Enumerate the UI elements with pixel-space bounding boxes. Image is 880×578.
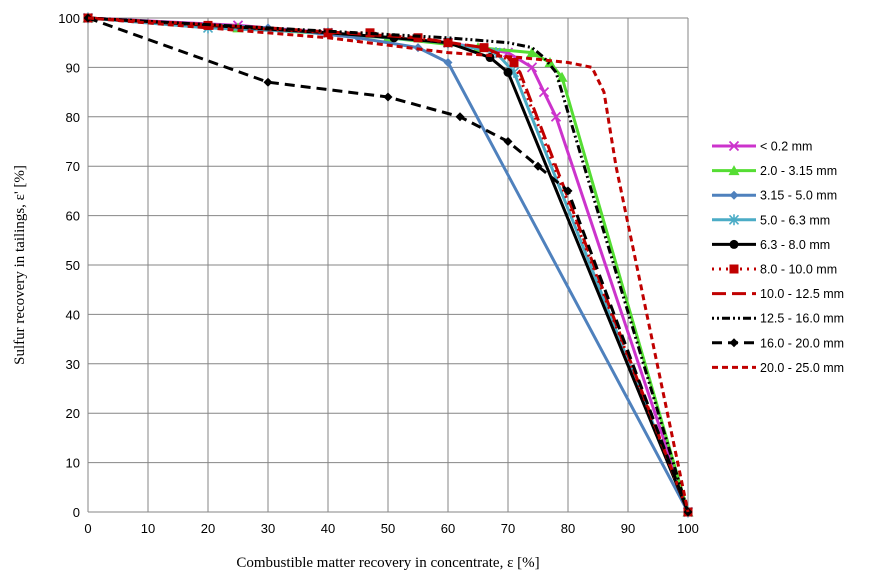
legend: < 0.2 mm 2.0 - 3.15 mm 3.15 - 5.0 mm 5.0 - …: [712, 140, 844, 375]
x-tick-label: 10: [141, 521, 155, 536]
x-tick-labels: 0 10 20 30 40 50 60 70 80 90 100: [84, 521, 698, 536]
legend-label: 16.0 - 20.0 mm: [760, 336, 844, 350]
legend-item: < 0.2 mm: [712, 140, 812, 154]
legend-item: 20.0 - 25.0 mm: [712, 361, 844, 375]
data-point-marker: [509, 57, 519, 67]
data-point-marker: [538, 86, 550, 98]
legend-label: < 0.2 mm: [760, 140, 812, 154]
x-tick-label: 100: [677, 521, 699, 536]
y-tick-label: 100: [58, 11, 80, 26]
data-point-marker: [503, 67, 513, 77]
y-tick-label: 40: [66, 307, 80, 322]
y-axis-title: Sulfur recovery in tailings, ε' [%]: [12, 165, 28, 365]
legend-label: 20.0 - 25.0 mm: [760, 361, 844, 375]
data-point-marker: [526, 47, 538, 58]
y-tick-labels: 0 10 20 30 40 50 60 70 80 90 100: [58, 11, 80, 520]
legend-label: 8.0 - 10.0 mm: [760, 263, 837, 277]
data-point-marker: [263, 77, 273, 87]
data-point-marker: [443, 57, 453, 67]
x-axis-title: Combustible matter recovery in concentra…: [236, 555, 539, 571]
x-tick-label: 30: [261, 521, 275, 536]
data-point-marker: [563, 186, 573, 196]
data-point-marker: [728, 214, 740, 226]
y-tick-label: 60: [66, 209, 80, 224]
legend-label: 5.0 - 6.3 mm: [760, 213, 830, 227]
series-8: [83, 13, 693, 517]
x-tick-label: 40: [321, 521, 335, 536]
y-tick-label: 30: [66, 357, 80, 372]
axes: [87, 18, 688, 513]
legend-item: 2.0 - 3.15 mm: [712, 164, 837, 178]
y-tick-label: 0: [73, 505, 80, 520]
y-tick-label: 80: [66, 110, 80, 125]
legend-item: 12.5 - 16.0 mm: [712, 312, 844, 326]
legend-item: 3.15 - 5.0 mm: [712, 189, 837, 203]
legend-label: 2.0 - 3.15 mm: [760, 164, 837, 178]
series-line: [87, 16, 690, 513]
legend-item: 10.0 - 12.5 mm: [712, 287, 844, 301]
data-point-marker: [729, 264, 739, 274]
data-point-marker: [729, 190, 739, 200]
series: [82, 12, 694, 518]
y-tick-label: 20: [66, 406, 80, 421]
x-tick-label: 70: [501, 521, 515, 536]
data-point-marker: [455, 112, 465, 122]
x-tick-label: 80: [561, 521, 575, 536]
data-point-marker: [556, 71, 568, 82]
series-line: [87, 16, 690, 513]
series-line: [87, 16, 690, 513]
data-point-marker: [533, 161, 543, 171]
data-point-marker: [503, 137, 513, 146]
data-point-marker: [365, 28, 375, 38]
legend-item: 6.3 - 8.0 mm: [712, 238, 830, 252]
legend-item: 8.0 - 10.0 mm: [712, 263, 837, 277]
legend-item: 16.0 - 20.0 mm: [712, 336, 844, 350]
data-point-marker: [526, 62, 538, 73]
y-tick-label: 90: [66, 60, 80, 75]
x-tick-label: 0: [84, 521, 91, 536]
legend-label: 12.5 - 16.0 mm: [760, 312, 844, 326]
data-point-marker: [728, 140, 740, 152]
x-tick-label: 50: [381, 521, 395, 536]
data-point-marker: [729, 239, 739, 249]
data-point-marker: [728, 165, 740, 176]
legend-label: 6.3 - 8.0 mm: [760, 238, 830, 252]
series-7: [87, 16, 690, 513]
x-tick-label: 90: [621, 521, 635, 536]
x-tick-label: 60: [441, 521, 455, 536]
data-point-marker: [383, 92, 393, 102]
data-point-marker: [479, 43, 489, 53]
y-tick-label: 10: [66, 456, 80, 471]
x-tick-label: 20: [201, 521, 215, 536]
legend-item: 5.0 - 6.3 mm: [712, 213, 830, 227]
y-tick-label: 70: [66, 159, 80, 174]
y-tick-label: 50: [66, 258, 80, 273]
legend-label: 3.15 - 5.0 mm: [760, 189, 837, 203]
series-9: [87, 16, 690, 513]
data-point-marker: [550, 111, 562, 122]
data-point-marker: [729, 338, 739, 348]
legend-label: 10.0 - 12.5 mm: [760, 287, 844, 301]
